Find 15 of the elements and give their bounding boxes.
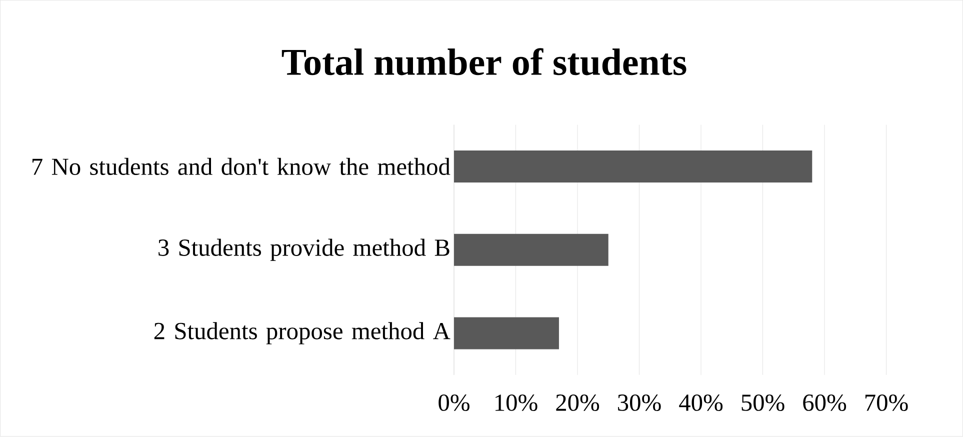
- bar: [454, 317, 559, 350]
- y-tick-label: 3 Students provide method B: [158, 238, 450, 262]
- x-tick-label: 70%: [865, 394, 908, 412]
- x-tick-label: 20%: [556, 394, 600, 412]
- y-tick-label: 7 No students and don't know the method: [32, 158, 450, 176]
- y-tick-label: 2 Students propose method A: [154, 322, 450, 344]
- chart-title: Total number of students: [282, 48, 686, 76]
- x-tick-label: 0%: [438, 394, 470, 412]
- bar: [454, 234, 608, 266]
- x-tick-label: 60%: [803, 394, 846, 412]
- x-tick-label: 50%: [742, 394, 784, 412]
- x-tick-label: 40%: [679, 394, 723, 412]
- x-tick-label: 10%: [495, 394, 538, 412]
- bar: [454, 150, 812, 183]
- x-tick-label: 30%: [618, 394, 661, 412]
